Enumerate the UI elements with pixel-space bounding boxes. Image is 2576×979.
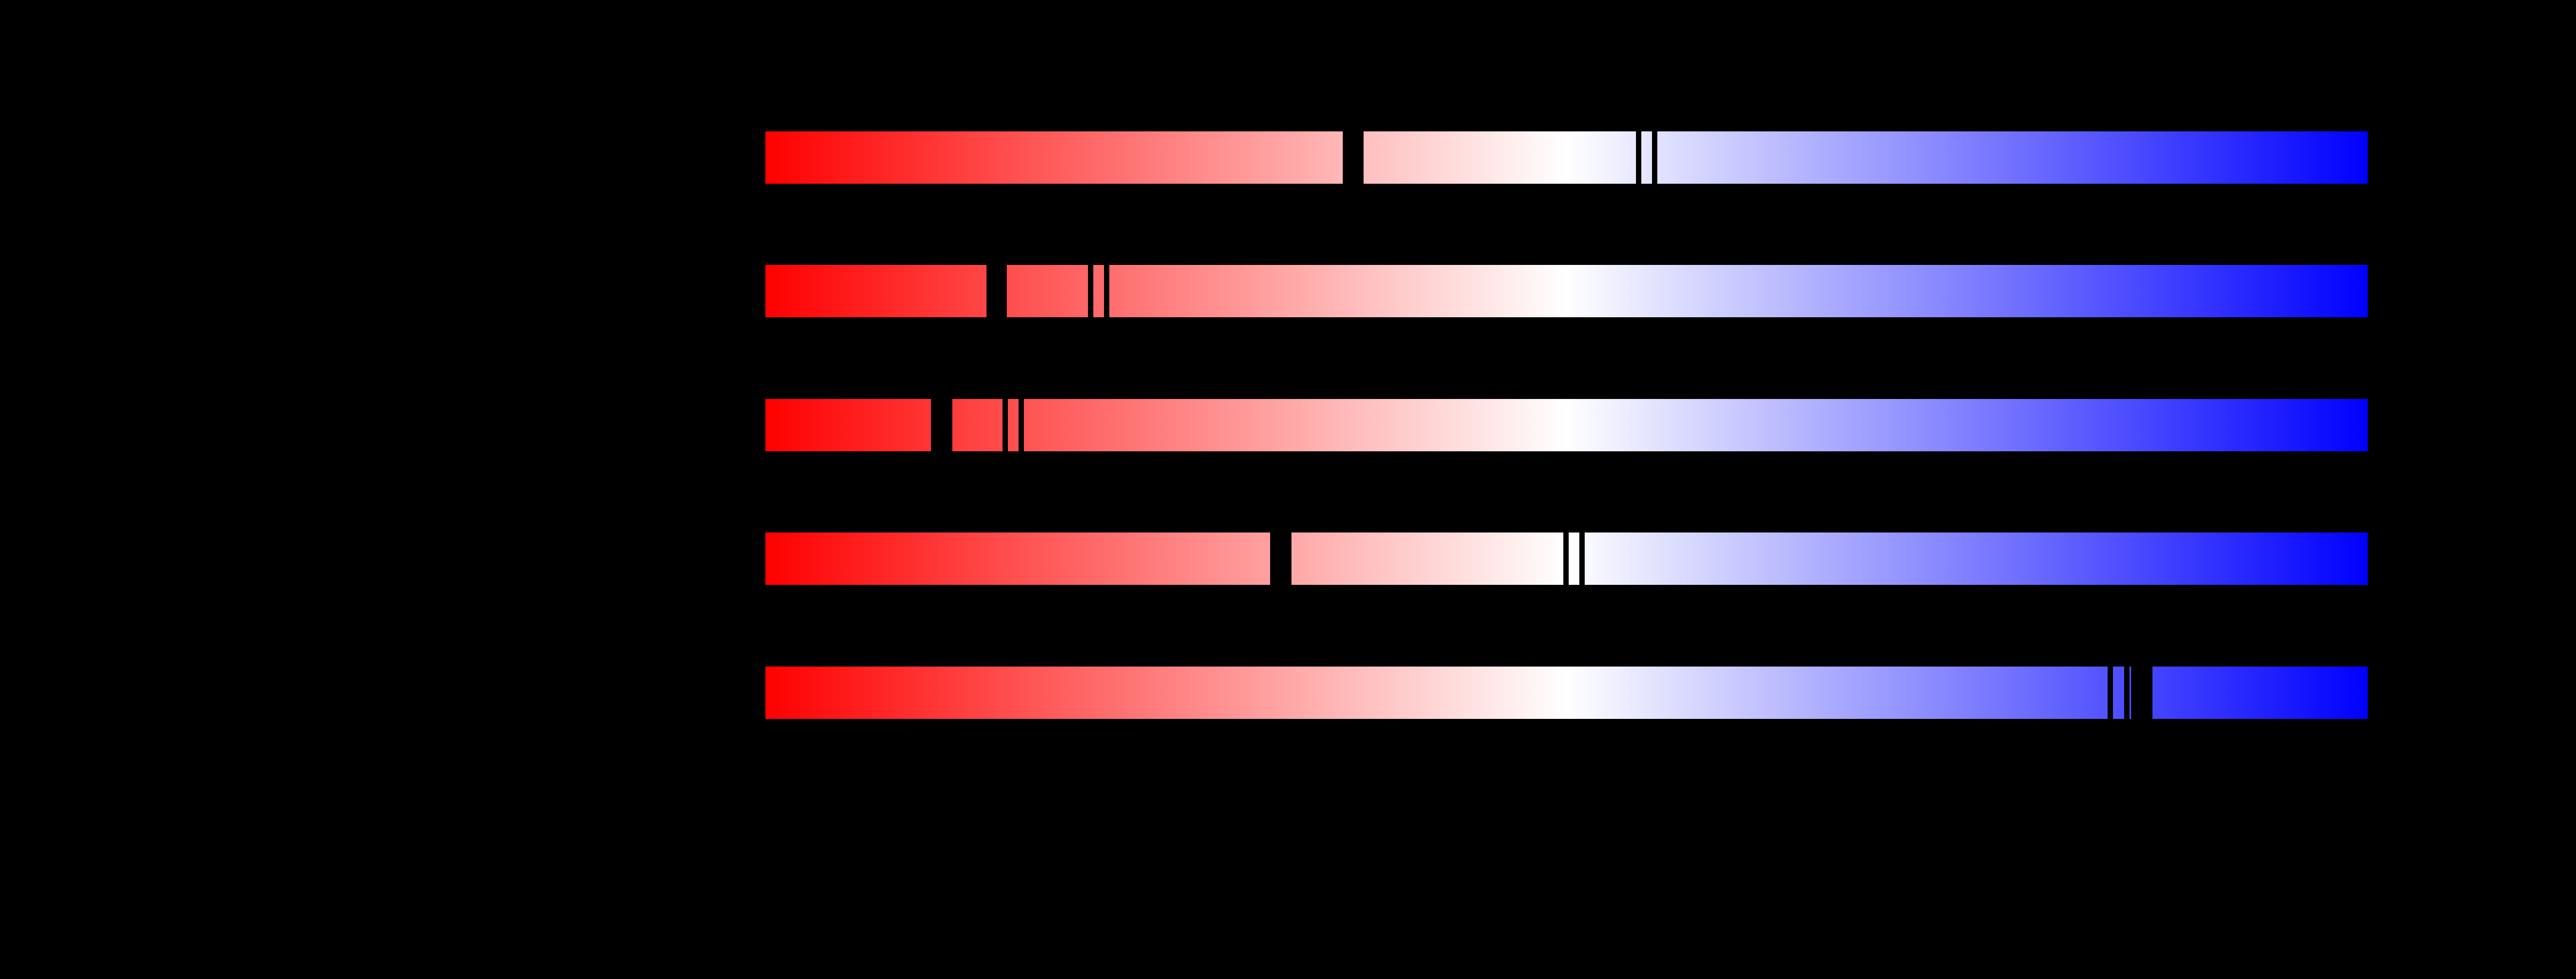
double-line-right-row-5: [2124, 667, 2129, 719]
double-line-left-row-1: [1636, 131, 1641, 184]
gradient-bar-row-1: [765, 131, 2368, 184]
gap-marker-row-4: [1270, 532, 1291, 585]
double-line-right-row-3: [1019, 399, 1024, 451]
double-line-left-row-4: [1563, 532, 1569, 585]
double-line-right-row-2: [1104, 265, 1109, 317]
gradient-bar-row-3: [765, 399, 2368, 451]
gradient-bar-row-5: [765, 667, 2368, 719]
gradient-bar-row-2: [765, 265, 2368, 317]
double-line-left-row-5: [2108, 667, 2113, 719]
gap-marker-row-3: [931, 399, 952, 451]
gap-marker-row-1: [1343, 131, 1364, 184]
gap-marker-row-5: [2131, 667, 2152, 719]
gradient-bar-row-4: [765, 532, 2368, 585]
gap-marker-row-2: [986, 265, 1007, 317]
double-line-left-row-3: [1003, 399, 1008, 451]
double-line-left-row-2: [1088, 265, 1093, 317]
double-line-right-row-1: [1652, 131, 1657, 184]
double-line-right-row-4: [1579, 532, 1585, 585]
